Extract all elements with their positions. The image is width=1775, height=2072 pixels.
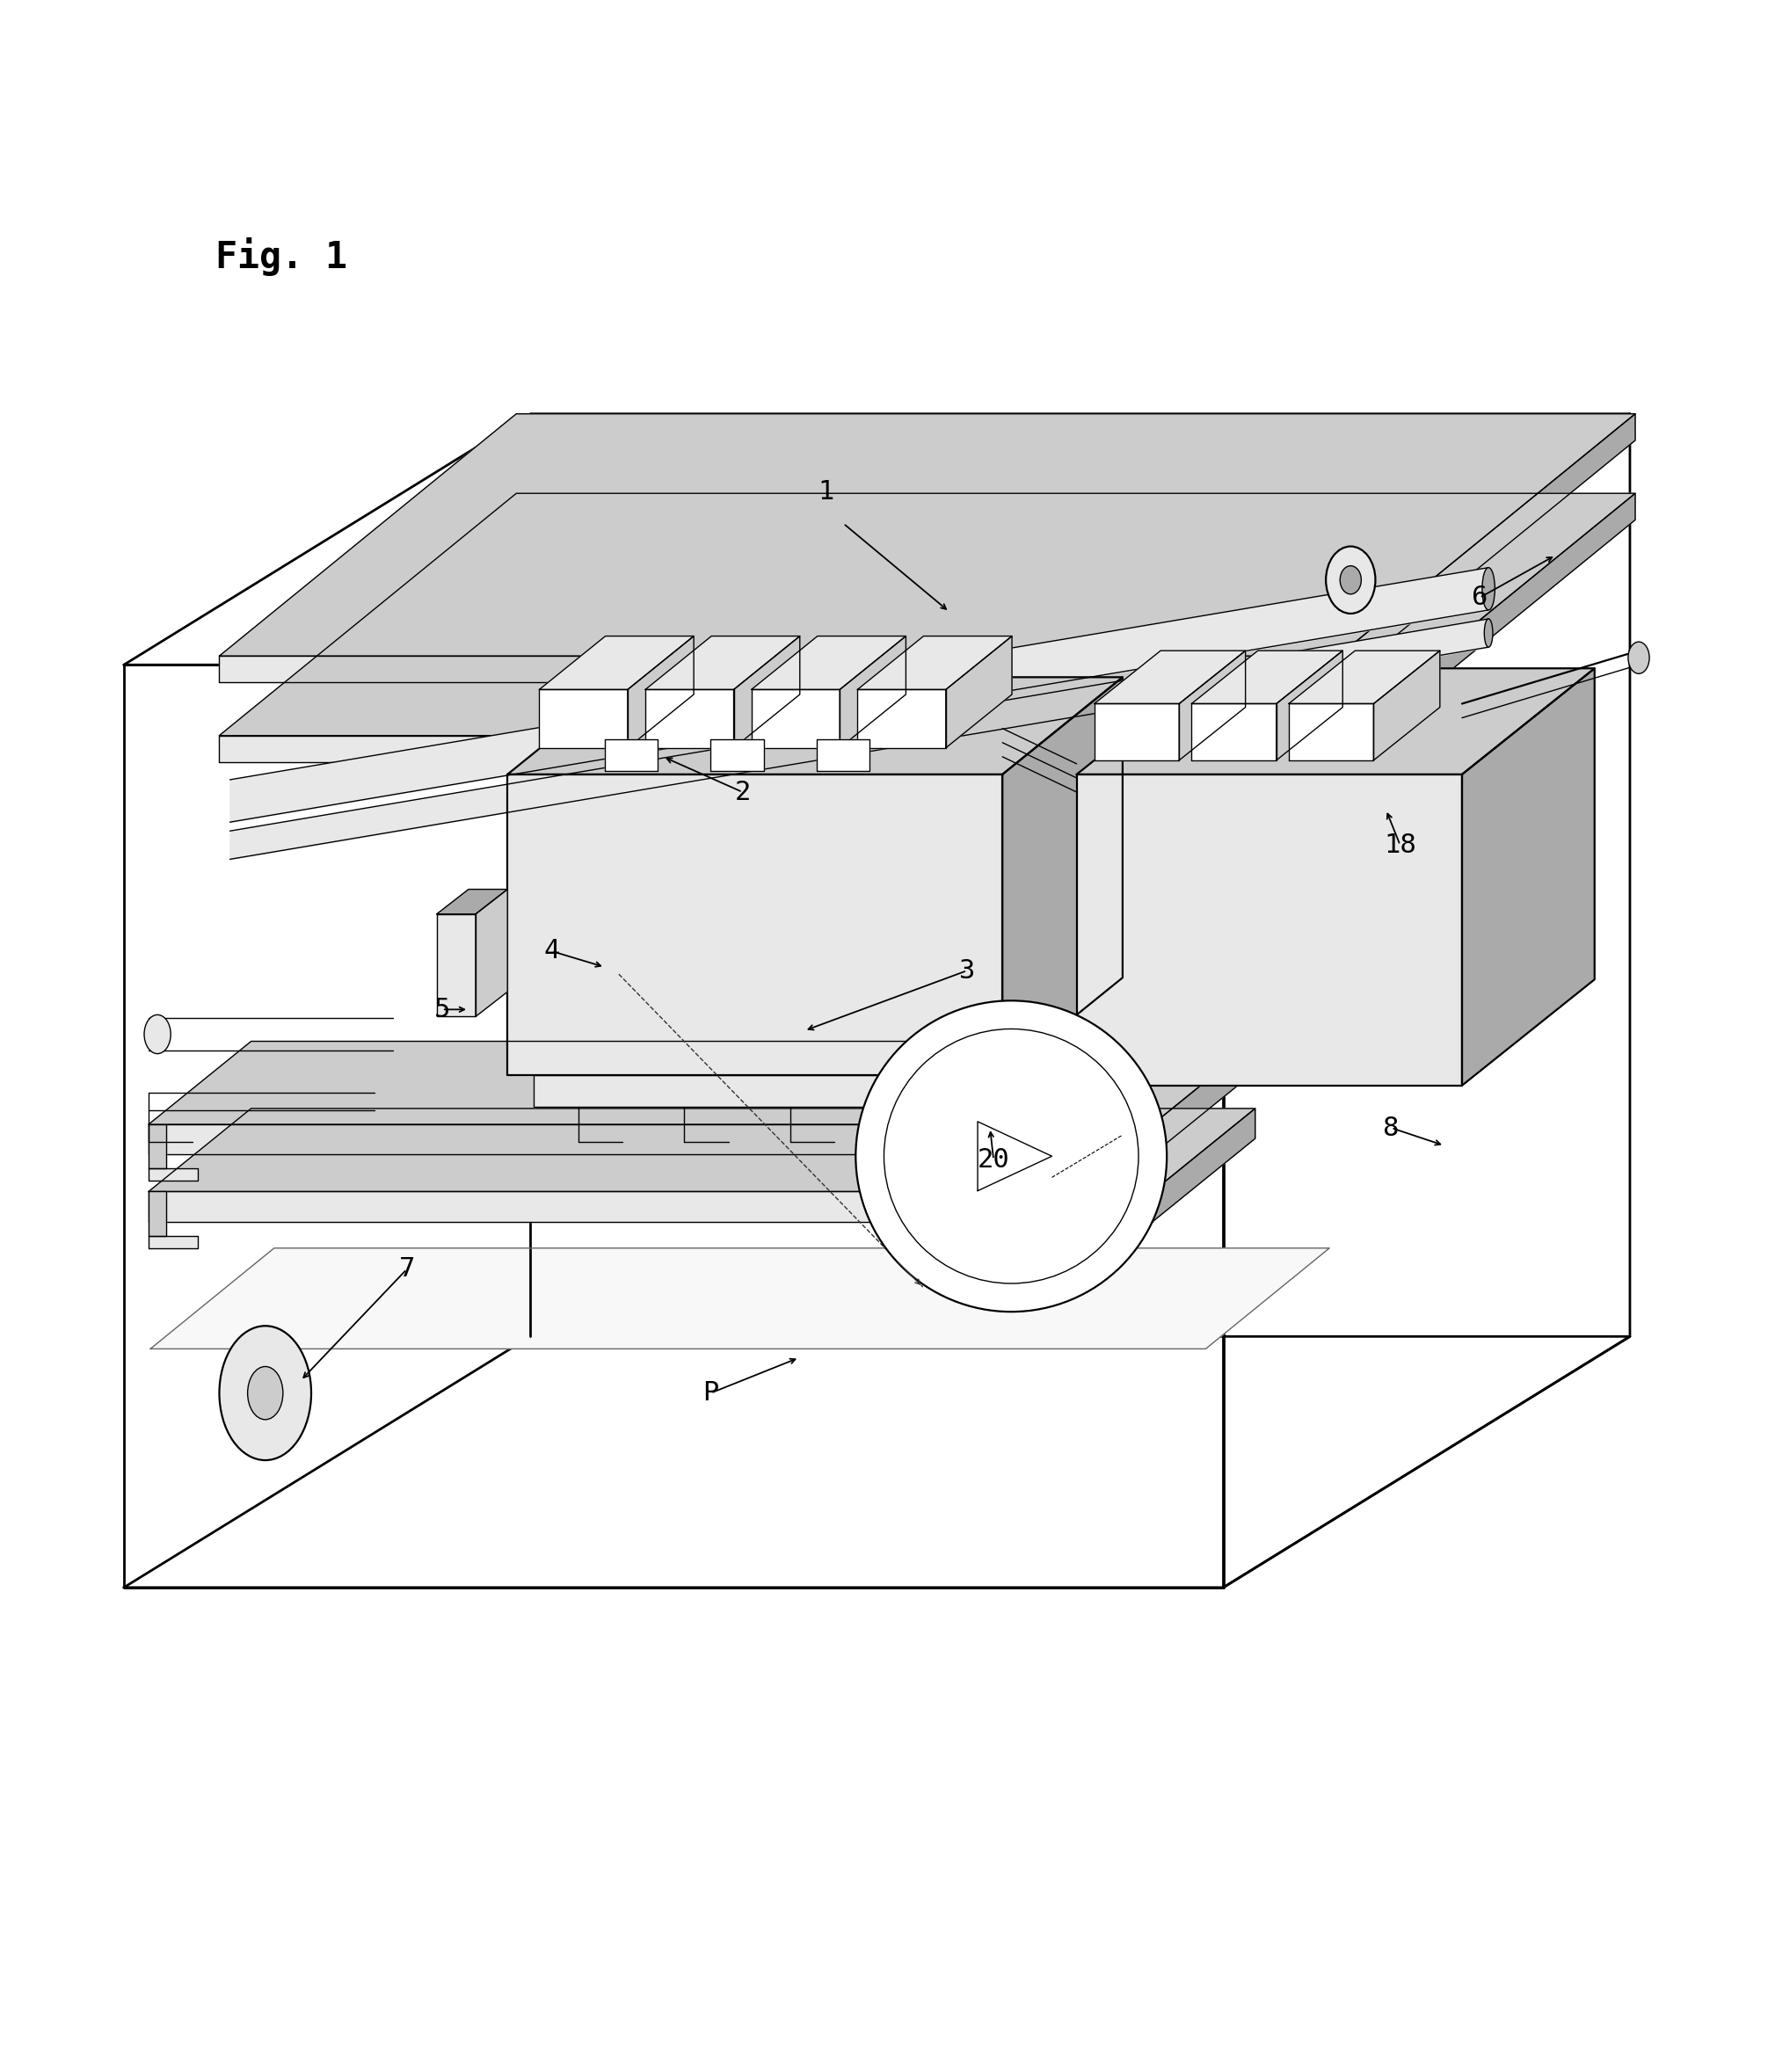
Text: 4: 4 <box>543 939 559 963</box>
Polygon shape <box>1289 651 1440 704</box>
Polygon shape <box>124 1336 1629 1587</box>
Ellipse shape <box>1628 642 1649 673</box>
Polygon shape <box>220 493 1635 736</box>
Polygon shape <box>149 1191 1152 1222</box>
Polygon shape <box>1276 651 1342 760</box>
Polygon shape <box>508 775 1003 1075</box>
Polygon shape <box>1077 669 1594 775</box>
Text: 18: 18 <box>1385 833 1416 858</box>
Polygon shape <box>149 1169 199 1181</box>
Polygon shape <box>946 636 1012 748</box>
Polygon shape <box>534 1075 985 1106</box>
Polygon shape <box>840 636 905 748</box>
Polygon shape <box>1463 669 1594 1086</box>
Polygon shape <box>149 1125 167 1169</box>
Circle shape <box>856 1001 1166 1312</box>
Polygon shape <box>646 690 733 748</box>
Ellipse shape <box>220 1326 311 1461</box>
Polygon shape <box>149 1109 1255 1191</box>
Polygon shape <box>1095 651 1246 704</box>
Text: 2: 2 <box>735 779 751 804</box>
Polygon shape <box>124 665 1223 1587</box>
Ellipse shape <box>1484 620 1493 646</box>
Polygon shape <box>628 636 694 748</box>
Polygon shape <box>1191 651 1342 704</box>
Polygon shape <box>710 740 763 771</box>
Polygon shape <box>151 1247 1329 1349</box>
Ellipse shape <box>1340 566 1361 595</box>
Circle shape <box>884 1030 1138 1283</box>
Polygon shape <box>437 889 508 914</box>
Polygon shape <box>733 636 801 748</box>
Ellipse shape <box>1326 547 1376 613</box>
Text: 7: 7 <box>399 1256 415 1283</box>
Polygon shape <box>124 414 1629 665</box>
Polygon shape <box>751 690 840 748</box>
Polygon shape <box>1095 704 1179 760</box>
Polygon shape <box>857 690 946 748</box>
Polygon shape <box>476 889 508 1017</box>
Polygon shape <box>149 1125 1152 1154</box>
Ellipse shape <box>247 1368 282 1419</box>
Polygon shape <box>857 636 1012 690</box>
Polygon shape <box>220 657 1338 682</box>
Polygon shape <box>220 736 1338 762</box>
Polygon shape <box>437 914 476 1017</box>
Polygon shape <box>1338 414 1635 682</box>
Polygon shape <box>540 636 694 690</box>
Polygon shape <box>751 636 905 690</box>
Polygon shape <box>1338 493 1635 762</box>
Polygon shape <box>1152 1109 1255 1222</box>
Text: Fig. 1: Fig. 1 <box>217 236 348 276</box>
Ellipse shape <box>1482 568 1495 609</box>
Polygon shape <box>1223 414 1629 1587</box>
Polygon shape <box>605 740 659 771</box>
Polygon shape <box>816 740 870 771</box>
Text: 6: 6 <box>1471 584 1487 611</box>
Polygon shape <box>508 678 1122 775</box>
Text: P: P <box>703 1380 719 1405</box>
Polygon shape <box>1289 704 1374 760</box>
Polygon shape <box>1191 704 1276 760</box>
Text: 8: 8 <box>1383 1115 1399 1142</box>
Polygon shape <box>1179 651 1246 760</box>
Polygon shape <box>1077 775 1463 1086</box>
Text: 1: 1 <box>818 479 834 503</box>
Polygon shape <box>646 636 801 690</box>
Polygon shape <box>540 690 628 748</box>
Polygon shape <box>149 1191 167 1235</box>
Text: 3: 3 <box>958 957 974 984</box>
Ellipse shape <box>144 1015 170 1055</box>
Polygon shape <box>220 414 1635 657</box>
Polygon shape <box>1152 1042 1255 1154</box>
Polygon shape <box>149 1042 1255 1125</box>
Text: 20: 20 <box>978 1148 1010 1173</box>
Text: 5: 5 <box>433 997 451 1021</box>
Polygon shape <box>1003 678 1122 1075</box>
Polygon shape <box>1374 651 1440 760</box>
Polygon shape <box>149 1235 199 1247</box>
